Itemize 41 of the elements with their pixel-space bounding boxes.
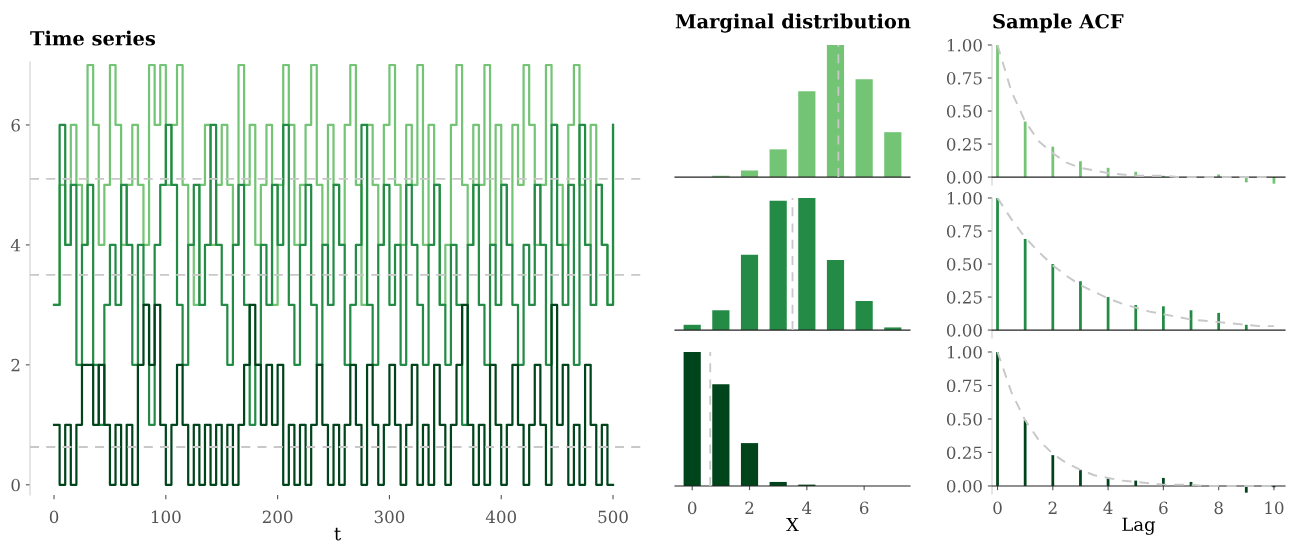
x-axis-title: Lag xyxy=(1122,517,1156,535)
x-axis-title: X xyxy=(786,517,799,532)
chart-title: Sample ACF xyxy=(993,13,1124,33)
y-tick-label: 2 xyxy=(11,358,20,372)
y-tick-label: 0.25 xyxy=(946,446,982,460)
chart-title: Marginal distribution xyxy=(675,13,911,33)
y-tick-label: 0.25 xyxy=(946,138,982,151)
y-tick-label: 1.00 xyxy=(947,345,982,359)
x-tick-label: 8 xyxy=(1214,501,1223,515)
x-tick-label: 300 xyxy=(374,510,405,524)
y-tick-label: 1.00 xyxy=(947,191,982,205)
x-tick-label: 2 xyxy=(745,501,754,514)
x-tick-label: 4 xyxy=(1103,501,1113,514)
chart-title: Time series xyxy=(30,30,156,46)
x-tick-label: 10 xyxy=(1265,501,1284,515)
y-tick-label: 0.75 xyxy=(946,224,982,238)
x-tick-label: 4 xyxy=(802,501,812,514)
x-tick-label: 100 xyxy=(151,510,181,524)
y-tick-label: 0.50 xyxy=(946,412,982,426)
x-tick-label: 0 xyxy=(49,510,59,524)
x-axis-title: t xyxy=(334,527,341,541)
y-tick-label: 0.00 xyxy=(946,171,982,184)
y-tick-label: 0.75 xyxy=(946,379,982,393)
y-tick-label: 0 xyxy=(11,478,20,492)
y-tick-label: 0.00 xyxy=(946,324,982,337)
x-tick-label: 6 xyxy=(1159,501,1168,515)
x-tick-label: 200 xyxy=(262,510,293,524)
y-tick-label: 1.00 xyxy=(947,38,982,52)
x-tick-label: 400 xyxy=(485,510,517,524)
x-tick-label: 2 xyxy=(1048,501,1057,514)
y-tick-label: 4 xyxy=(10,238,21,252)
y-tick-label: 0.50 xyxy=(946,105,982,118)
x-tick-label: 0 xyxy=(687,501,697,515)
y-tick-label: 0.50 xyxy=(946,258,982,271)
x-tick-label: 500 xyxy=(598,510,628,524)
y-tick-label: 0.25 xyxy=(946,291,982,304)
y-tick-label: 6 xyxy=(11,118,20,132)
x-tick-label: 6 xyxy=(859,501,869,515)
y-tick-label: 0.00 xyxy=(946,479,982,493)
y-tick-label: 0.75 xyxy=(946,71,982,85)
x-tick-label: 0 xyxy=(993,501,1002,515)
